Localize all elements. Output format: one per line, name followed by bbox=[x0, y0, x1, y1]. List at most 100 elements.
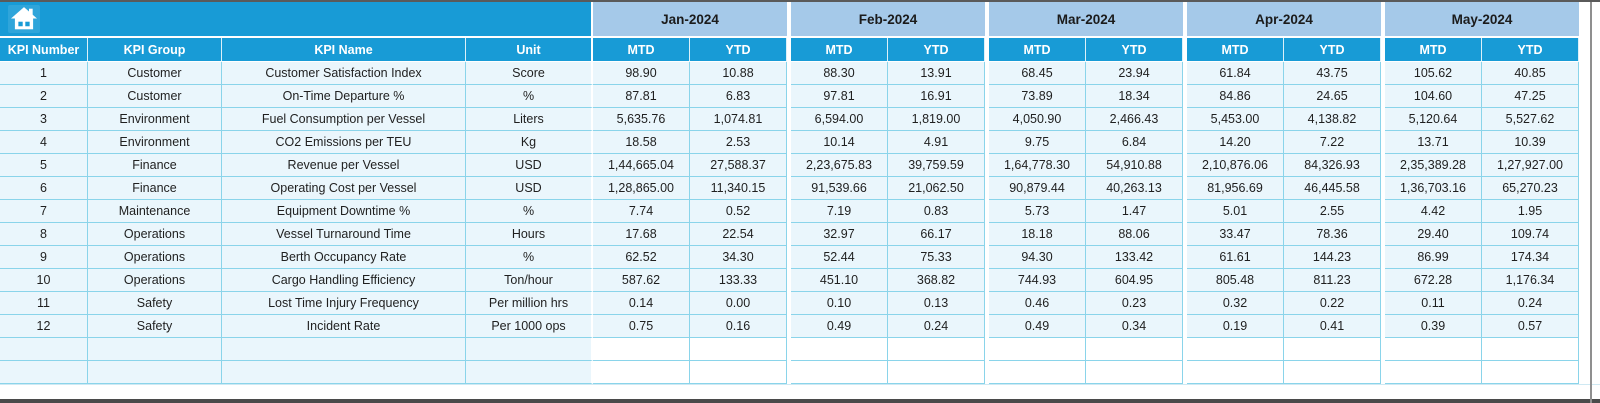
may-ytd-value-cell[interactable]: 47.25 bbox=[1482, 85, 1579, 108]
kpi-unit-cell[interactable]: Score bbox=[466, 62, 593, 85]
col-header-mar-ytd[interactable]: YTD bbox=[1086, 38, 1183, 62]
jan-ytd-value-cell[interactable]: 0.52 bbox=[690, 200, 787, 223]
apr-ytd-value-cell[interactable]: 84,326.93 bbox=[1284, 154, 1381, 177]
col-header-kpi-group[interactable]: KPI Group bbox=[88, 38, 222, 62]
kpi-group-cell[interactable]: Environment bbox=[88, 108, 222, 131]
jan-ytd-value-cell[interactable]: 133.33 bbox=[690, 269, 787, 292]
jan-ytd-value-cell[interactable] bbox=[690, 361, 787, 384]
kpi-group-cell[interactable]: Environment bbox=[88, 131, 222, 154]
jan-mtd-value-cell[interactable]: 5,635.76 bbox=[593, 108, 690, 131]
col-header-jan-ytd[interactable]: YTD bbox=[690, 38, 787, 62]
apr-ytd-value-cell[interactable]: 24.65 bbox=[1284, 85, 1381, 108]
feb-mtd-value-cell[interactable] bbox=[791, 361, 888, 384]
kpi-name-cell[interactable]: CO2 Emissions per TEU bbox=[222, 131, 466, 154]
col-header-kpi-name[interactable]: KPI Name bbox=[222, 38, 466, 62]
may-mtd-value-cell[interactable]: 5,120.64 bbox=[1385, 108, 1482, 131]
may-ytd-value-cell[interactable]: 0.57 bbox=[1482, 315, 1579, 338]
mar-mtd-value-cell[interactable]: 5.73 bbox=[989, 200, 1086, 223]
month-header-feb[interactable]: Feb-2024 bbox=[791, 2, 985, 38]
jan-mtd-value-cell[interactable]: 87.81 bbox=[593, 85, 690, 108]
kpi-number-cell[interactable]: 7 bbox=[0, 200, 88, 223]
month-header-may[interactable]: May-2024 bbox=[1385, 2, 1579, 38]
home-button[interactable] bbox=[8, 5, 40, 33]
apr-mtd-value-cell[interactable]: 81,956.69 bbox=[1187, 177, 1284, 200]
feb-ytd-value-cell[interactable]: 4.91 bbox=[888, 131, 985, 154]
jan-mtd-value-cell[interactable]: 0.14 bbox=[593, 292, 690, 315]
kpi-group-cell[interactable]: Customer bbox=[88, 85, 222, 108]
kpi-number-cell[interactable]: 10 bbox=[0, 269, 88, 292]
feb-ytd-value-cell[interactable]: 39,759.59 bbox=[888, 154, 985, 177]
jan-mtd-value-cell[interactable]: 1,28,865.00 bbox=[593, 177, 690, 200]
mar-ytd-value-cell[interactable]: 0.34 bbox=[1086, 315, 1183, 338]
kpi-name-cell[interactable]: Incident Rate bbox=[222, 315, 466, 338]
may-mtd-value-cell[interactable]: 13.71 bbox=[1385, 131, 1482, 154]
jan-ytd-value-cell[interactable]: 27,588.37 bbox=[690, 154, 787, 177]
apr-mtd-value-cell[interactable]: 805.48 bbox=[1187, 269, 1284, 292]
feb-ytd-value-cell[interactable]: 1,819.00 bbox=[888, 108, 985, 131]
feb-ytd-value-cell[interactable]: 0.83 bbox=[888, 200, 985, 223]
kpi-group-cell[interactable] bbox=[88, 338, 222, 361]
kpi-number-cell[interactable]: 1 bbox=[0, 62, 88, 85]
jan-ytd-value-cell[interactable]: 34.30 bbox=[690, 246, 787, 269]
jan-mtd-value-cell[interactable]: 17.68 bbox=[593, 223, 690, 246]
apr-mtd-value-cell[interactable]: 84.86 bbox=[1187, 85, 1284, 108]
mar-ytd-value-cell[interactable]: 88.06 bbox=[1086, 223, 1183, 246]
may-ytd-value-cell[interactable]: 65,270.23 bbox=[1482, 177, 1579, 200]
feb-mtd-value-cell[interactable]: 10.14 bbox=[791, 131, 888, 154]
may-mtd-value-cell[interactable]: 2,35,389.28 bbox=[1385, 154, 1482, 177]
kpi-number-cell[interactable]: 3 bbox=[0, 108, 88, 131]
kpi-name-cell[interactable]: Berth Occupancy Rate bbox=[222, 246, 466, 269]
may-mtd-value-cell[interactable]: 104.60 bbox=[1385, 85, 1482, 108]
kpi-number-cell[interactable] bbox=[0, 361, 88, 384]
kpi-unit-cell[interactable]: USD bbox=[466, 177, 593, 200]
jan-ytd-value-cell[interactable]: 0.00 bbox=[690, 292, 787, 315]
feb-mtd-value-cell[interactable]: 97.81 bbox=[791, 85, 888, 108]
mar-ytd-value-cell[interactable]: 18.34 bbox=[1086, 85, 1183, 108]
kpi-name-cell[interactable]: Customer Satisfaction Index bbox=[222, 62, 466, 85]
col-header-jan-mtd[interactable]: MTD bbox=[593, 38, 690, 62]
kpi-name-cell[interactable]: Equipment Downtime % bbox=[222, 200, 466, 223]
may-ytd-value-cell[interactable] bbox=[1482, 361, 1579, 384]
feb-mtd-value-cell[interactable]: 7.19 bbox=[791, 200, 888, 223]
kpi-unit-cell[interactable] bbox=[466, 361, 593, 384]
kpi-name-cell[interactable]: Fuel Consumption per Vessel bbox=[222, 108, 466, 131]
may-ytd-value-cell[interactable]: 1,176.34 bbox=[1482, 269, 1579, 292]
apr-ytd-value-cell[interactable]: 811.23 bbox=[1284, 269, 1381, 292]
apr-ytd-value-cell[interactable]: 0.22 bbox=[1284, 292, 1381, 315]
apr-mtd-value-cell[interactable]: 61.61 bbox=[1187, 246, 1284, 269]
mar-mtd-value-cell[interactable] bbox=[989, 338, 1086, 361]
jan-mtd-value-cell[interactable]: 587.62 bbox=[593, 269, 690, 292]
apr-mtd-value-cell[interactable]: 0.19 bbox=[1187, 315, 1284, 338]
kpi-group-cell[interactable]: Customer bbox=[88, 62, 222, 85]
mar-ytd-value-cell[interactable]: 2,466.43 bbox=[1086, 108, 1183, 131]
apr-ytd-value-cell[interactable]: 46,445.58 bbox=[1284, 177, 1381, 200]
col-header-apr-mtd[interactable]: MTD bbox=[1187, 38, 1284, 62]
kpi-group-cell[interactable]: Safety bbox=[88, 292, 222, 315]
may-ytd-value-cell[interactable]: 0.24 bbox=[1482, 292, 1579, 315]
kpi-group-cell[interactable]: Safety bbox=[88, 315, 222, 338]
kpi-unit-cell[interactable]: Liters bbox=[466, 108, 593, 131]
kpi-unit-cell[interactable]: Kg bbox=[466, 131, 593, 154]
feb-ytd-value-cell[interactable] bbox=[888, 338, 985, 361]
feb-mtd-value-cell[interactable]: 0.49 bbox=[791, 315, 888, 338]
may-mtd-value-cell[interactable] bbox=[1385, 361, 1482, 384]
jan-ytd-value-cell[interactable]: 22.54 bbox=[690, 223, 787, 246]
kpi-unit-cell[interactable]: USD bbox=[466, 154, 593, 177]
mar-mtd-value-cell[interactable]: 744.93 bbox=[989, 269, 1086, 292]
kpi-group-cell[interactable]: Operations bbox=[88, 269, 222, 292]
jan-ytd-value-cell[interactable]: 0.16 bbox=[690, 315, 787, 338]
kpi-unit-cell[interactable]: Hours bbox=[466, 223, 593, 246]
kpi-unit-cell[interactable]: Per 1000 ops bbox=[466, 315, 593, 338]
col-header-may-mtd[interactable]: MTD bbox=[1385, 38, 1482, 62]
kpi-number-cell[interactable]: 6 bbox=[0, 177, 88, 200]
may-mtd-value-cell[interactable]: 29.40 bbox=[1385, 223, 1482, 246]
kpi-name-cell[interactable]: Cargo Handling Efficiency bbox=[222, 269, 466, 292]
mar-ytd-value-cell[interactable] bbox=[1086, 361, 1183, 384]
mar-mtd-value-cell[interactable]: 0.46 bbox=[989, 292, 1086, 315]
mar-ytd-value-cell[interactable]: 54,910.88 bbox=[1086, 154, 1183, 177]
feb-ytd-value-cell[interactable]: 13.91 bbox=[888, 62, 985, 85]
month-header-jan[interactable]: Jan-2024 bbox=[593, 2, 787, 38]
mar-mtd-value-cell[interactable]: 68.45 bbox=[989, 62, 1086, 85]
may-ytd-value-cell[interactable]: 1.95 bbox=[1482, 200, 1579, 223]
apr-mtd-value-cell[interactable]: 33.47 bbox=[1187, 223, 1284, 246]
